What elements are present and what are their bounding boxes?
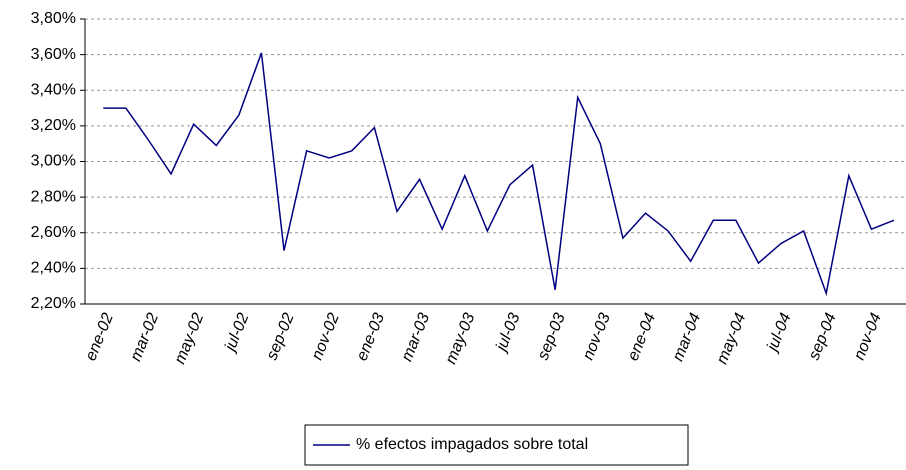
y-tick-label: 2,60% — [31, 224, 76, 241]
x-tick-label: ene-03 — [354, 311, 388, 364]
x-tick-label: jul-03 — [492, 311, 523, 356]
y-tick-label: 2,40% — [31, 260, 76, 277]
y-tick-label: 3,20% — [31, 117, 76, 134]
legend: % efectos impagados sobre total — [304, 424, 689, 466]
y-tick-label: 3,80% — [31, 10, 76, 27]
x-tick-label: jul-02 — [221, 311, 252, 356]
y-tick-label: 3,00% — [31, 153, 76, 170]
y-tick-label: 2,80% — [31, 188, 76, 205]
legend-label: % efectos impagados sobre total — [356, 436, 588, 453]
x-tick-label: may-03 — [443, 311, 479, 367]
x-tick-label: nov-03 — [580, 311, 614, 363]
y-tick-label: 3,60% — [31, 46, 76, 63]
y-tick-label: 3,40% — [31, 81, 76, 98]
x-tick-label: mar-04 — [670, 311, 705, 364]
x-tick-label: may-02 — [172, 311, 208, 367]
data-line — [103, 52, 895, 297]
legend-box — [304, 424, 689, 466]
x-tick-label: ene-02 — [82, 311, 116, 364]
y-tick-label: 2,20% — [31, 295, 76, 312]
x-tick-label: nov-04 — [851, 311, 885, 363]
x-tick-label: nov-02 — [309, 311, 343, 363]
x-tick-label: ene-04 — [625, 311, 659, 364]
x-tick-label: sep-03 — [535, 311, 569, 363]
x-tick-label: sep-04 — [806, 311, 840, 363]
x-tick-label: mar-03 — [399, 311, 434, 364]
x-tick-label: sep-02 — [264, 311, 298, 363]
x-tick-label: may-04 — [714, 311, 750, 367]
x-tick-label: jul-04 — [763, 311, 794, 356]
x-tick-label: mar-02 — [127, 311, 162, 364]
